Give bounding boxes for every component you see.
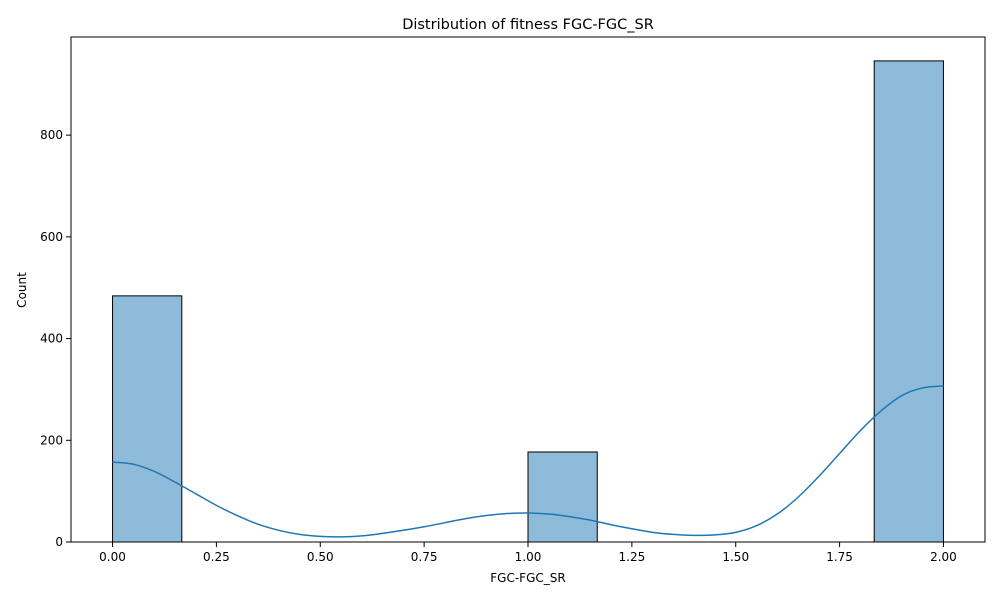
histogram-bars (112, 60, 944, 543)
x-tick-label: 0.00 (99, 550, 126, 564)
histogram-bar-0 (112, 295, 183, 543)
x-tick-label: 1.75 (826, 550, 853, 564)
x-tick-label: 0.75 (411, 550, 438, 564)
y-tick-label: 600 (40, 230, 63, 244)
y-tick-label: 400 (40, 332, 63, 346)
x-tick-label: 1.50 (722, 550, 749, 564)
histogram-bar-2 (873, 60, 944, 543)
x-tick-label: 1.25 (619, 550, 646, 564)
chart-title: Distribution of fitness FGC-FGC_SR (402, 17, 654, 33)
y-tick-label: 0 (55, 535, 63, 549)
y-axis: 0 200 400 600 800 (40, 128, 71, 549)
x-axis: 0.00 0.25 0.50 0.75 1.00 1.25 1.50 1.75 2.00 (99, 542, 957, 564)
x-tick-label: 2.00 (930, 550, 957, 564)
kde-curve (112, 385, 944, 538)
y-tick-label: 800 (40, 128, 63, 142)
y-tick-label: 200 (40, 433, 63, 447)
x-tick-label: 1.00 (515, 550, 542, 564)
x-tick-label: 0.50 (307, 550, 334, 564)
histogram-bar-1 (527, 451, 598, 543)
y-axis-title: Count (15, 272, 29, 308)
x-tick-label: 0.25 (203, 550, 230, 564)
x-axis-title: FGC-FGC_SR (490, 571, 565, 585)
